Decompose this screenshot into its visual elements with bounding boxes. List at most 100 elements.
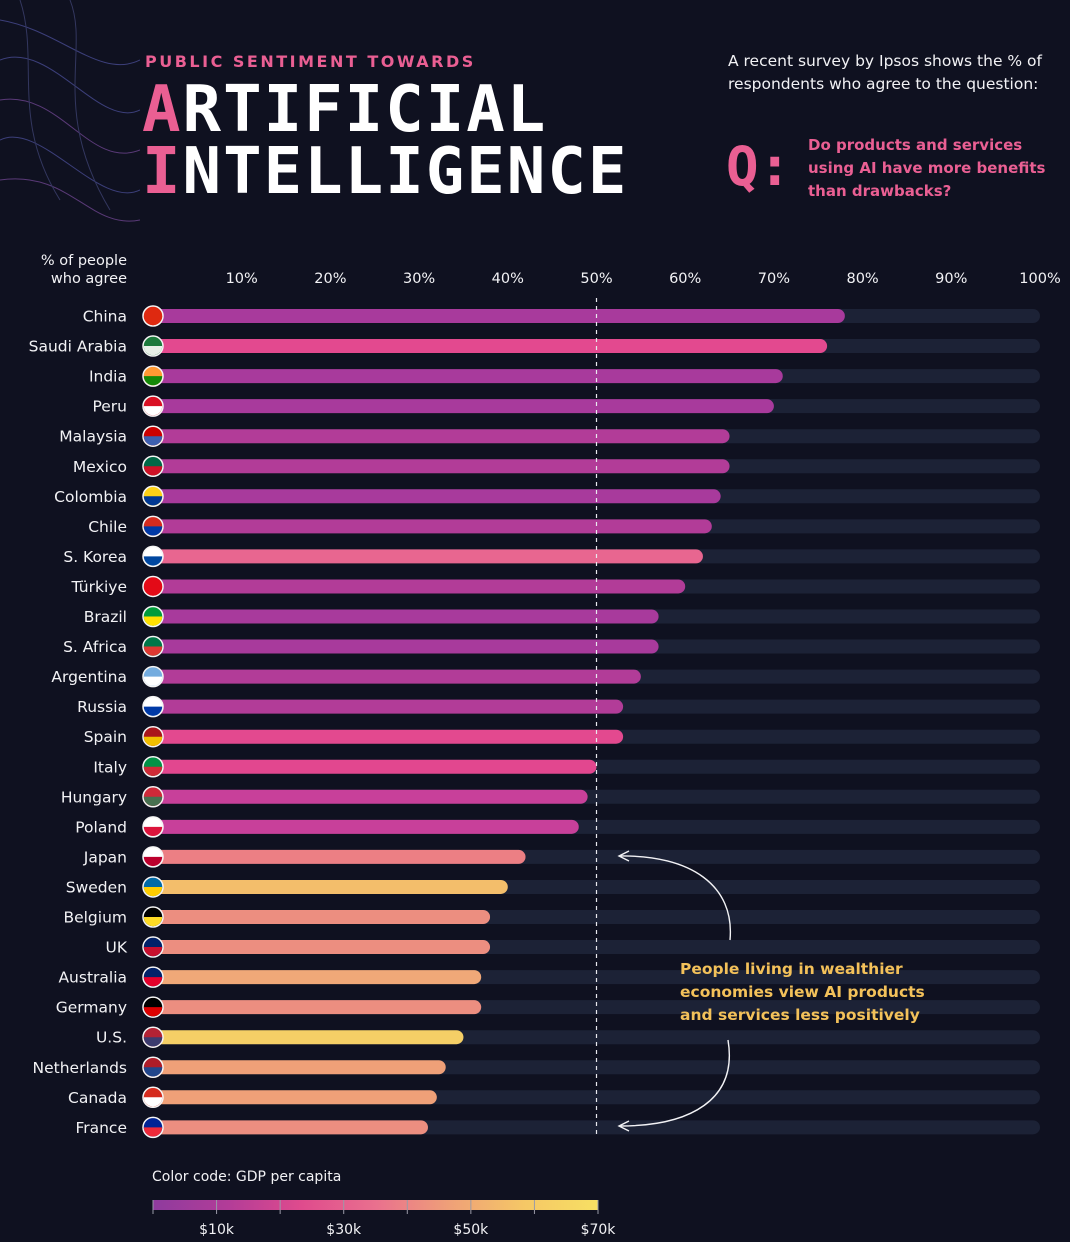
category-label: Malaysia xyxy=(59,428,127,446)
category-label: France xyxy=(75,1119,127,1137)
annotation-wealthier-economies: People living in wealthier economies vie… xyxy=(680,960,925,1024)
arrow-head-up-icon xyxy=(617,850,630,862)
bar-italy xyxy=(153,759,597,774)
title-line-artificial: ARTIFICIAL xyxy=(142,78,547,142)
flag-lower-half xyxy=(143,917,163,927)
category-label: Australia xyxy=(58,969,127,987)
category-label: Brazil xyxy=(84,608,127,626)
category-label: Sweden xyxy=(66,878,127,896)
category-label: Italy xyxy=(93,758,127,776)
category-label: U.S. xyxy=(96,1029,127,1047)
flag-lower-half xyxy=(143,826,163,837)
flag-lower-half xyxy=(143,766,163,776)
bar-china xyxy=(153,309,845,323)
bar-uk xyxy=(153,940,491,955)
legend-tick-label: $10k xyxy=(199,1222,235,1238)
legend-tick-label: $30k xyxy=(326,1222,362,1238)
x-tick-label: 30% xyxy=(403,271,435,287)
bar-hungary xyxy=(153,789,588,804)
flag-lower-half xyxy=(143,676,163,686)
legend-tick-label: $50k xyxy=(453,1222,489,1238)
x-tick-label: 90% xyxy=(935,271,967,287)
x-tick-label: 60% xyxy=(669,271,701,287)
category-label: Saudi Arabia xyxy=(29,338,127,356)
bar-spain xyxy=(153,729,624,744)
bar-s-korea xyxy=(153,549,703,564)
bar-peru xyxy=(153,399,774,414)
category-label: Canada xyxy=(68,1089,127,1107)
bar-australia xyxy=(153,970,482,985)
category-label: Mexico xyxy=(73,458,127,476)
legend-title: Color code: GDP per capita xyxy=(152,1169,342,1185)
x-tick-label: 20% xyxy=(314,271,346,287)
x-tick-label: 50% xyxy=(580,271,612,287)
title-initial-a: A xyxy=(142,73,183,147)
category-label: Netherlands xyxy=(33,1059,127,1077)
bar-brazil xyxy=(153,609,659,624)
bar-germany xyxy=(153,1000,482,1015)
category-label: Belgium xyxy=(63,909,127,927)
title-line-intelligence: INTELLIGENCE xyxy=(142,140,628,204)
flag-lower-half xyxy=(143,1067,163,1077)
flag-lower-half xyxy=(143,947,163,957)
flag-lower-half xyxy=(143,496,163,506)
flag-lower-half xyxy=(143,796,163,806)
bar-chile xyxy=(153,519,712,534)
category-label: S. Korea xyxy=(63,548,127,566)
annotation-arrow-down xyxy=(619,1039,730,1127)
category-label: Peru xyxy=(92,398,127,416)
flag-lower-half xyxy=(143,646,163,656)
title-rest-artificial: RTIFICIAL xyxy=(182,73,548,147)
category-label: Colombia xyxy=(54,488,127,506)
flag-lower-half xyxy=(143,556,163,566)
legend-tick-label: $70k xyxy=(581,1222,617,1238)
bar-france xyxy=(153,1120,428,1135)
category-label: UK xyxy=(105,939,127,957)
bar-t-rkiye xyxy=(153,579,686,594)
flag-lower-half xyxy=(143,1127,163,1137)
category-label: Argentina xyxy=(51,668,127,686)
category-label: Türkiye xyxy=(70,578,127,596)
category-label: Spain xyxy=(84,728,127,746)
bar-colombia xyxy=(153,489,721,504)
category-label: Hungary xyxy=(61,788,127,806)
title-initial-i: I xyxy=(142,135,183,209)
bar-poland xyxy=(153,819,579,834)
flag-lower-half xyxy=(143,346,163,356)
category-label: Germany xyxy=(56,999,127,1017)
arrow-head-down-icon xyxy=(617,1120,630,1132)
bar-belgium xyxy=(153,910,491,924)
flag-lower-half xyxy=(143,1037,163,1047)
survey-description: A recent survey by Ipsos shows the % of … xyxy=(728,52,1042,93)
x-tick-label: 10% xyxy=(226,271,258,287)
flag-lower-half xyxy=(143,526,163,536)
flag-lower-half xyxy=(143,706,163,716)
category-label: S. Africa xyxy=(63,638,127,656)
flag-lower-half xyxy=(143,466,163,476)
flag-lower-half xyxy=(143,1007,163,1017)
x-tick-label: 40% xyxy=(492,271,524,287)
x-axis-title: % of people who agree xyxy=(40,253,127,287)
annotation-arrow-up xyxy=(619,855,732,941)
category-label: Japan xyxy=(83,848,127,866)
title-rest-intelligence: NTELLIGENCE xyxy=(182,135,629,209)
category-label: Chile xyxy=(88,518,127,536)
flag-lower-half xyxy=(143,1097,163,1107)
bar-saudi-arabia xyxy=(153,339,828,354)
bar-japan xyxy=(153,849,526,864)
bar-netherlands xyxy=(153,1060,446,1075)
bar-malaysia xyxy=(153,429,730,444)
category-label: China xyxy=(83,308,127,326)
flag-lower-half xyxy=(143,436,163,446)
survey-question: Do products and services using AI have m… xyxy=(808,136,1046,200)
decorative-swirls xyxy=(0,0,140,222)
bar-mexico xyxy=(153,459,730,474)
category-label: Russia xyxy=(77,698,127,716)
x-tick-label: 100% xyxy=(1019,271,1060,287)
flag-lower-half xyxy=(143,736,163,746)
flag-lower-half xyxy=(143,886,163,897)
category-label: Poland xyxy=(75,818,127,836)
bar-u-s xyxy=(153,1030,464,1045)
bar-russia xyxy=(153,699,624,714)
